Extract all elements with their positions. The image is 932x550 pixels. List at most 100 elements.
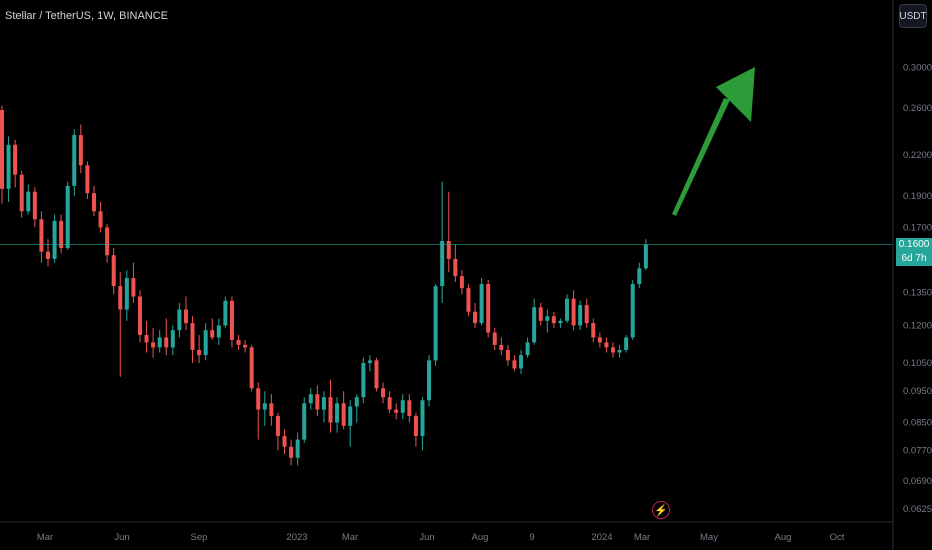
candle <box>637 262 642 289</box>
candle <box>256 382 261 440</box>
price-tick-label: 0.0850 <box>903 418 932 429</box>
candle <box>630 280 635 340</box>
candle <box>604 337 609 353</box>
lightning-icon[interactable]: ⚡ <box>652 501 670 519</box>
candle-body <box>59 220 64 249</box>
price-tick-label: 0.0950 <box>903 386 932 397</box>
candle <box>584 298 589 328</box>
candle-body <box>308 394 313 404</box>
candle <box>223 296 228 328</box>
candle-body <box>256 388 261 410</box>
time-tick-label: Mar <box>342 532 358 543</box>
price-tick-label: 0.0690 <box>903 476 932 487</box>
candle <box>473 302 478 328</box>
candle <box>6 136 11 203</box>
currency-button[interactable]: USDT <box>899 4 927 28</box>
time-axis[interactable]: Mar Jun Sep 2023 Mar Jun Aug 9 2024 Mar May Aug Oct <box>37 532 845 543</box>
price-tick-label: 0.1700 <box>903 222 932 233</box>
candle-body <box>466 288 471 312</box>
candle-body <box>538 307 543 321</box>
candle <box>492 327 497 350</box>
candle-body <box>124 278 129 310</box>
candle <box>85 161 90 200</box>
price-axis[interactable]: 0.30000.26000.22000.19000.17000.15000.13… <box>903 63 932 516</box>
candle <box>308 388 313 410</box>
candle-body <box>203 330 208 356</box>
candle <box>315 385 320 416</box>
candle <box>597 332 602 348</box>
candle-body <box>611 347 616 353</box>
candle <box>512 355 517 372</box>
candle-body <box>413 415 418 437</box>
candle-body <box>197 349 202 356</box>
candles-group <box>0 105 648 466</box>
candle-body <box>65 185 70 249</box>
candle-body <box>584 305 589 324</box>
candle <box>131 262 136 303</box>
candle <box>321 391 326 423</box>
candle-body <box>361 363 366 398</box>
candle-body <box>624 337 629 350</box>
candle <box>229 296 234 348</box>
candle-body <box>137 296 142 336</box>
candle <box>295 432 300 466</box>
current-price-label: 0.1600 6d 7h <box>896 238 932 267</box>
candle-body <box>532 307 537 343</box>
bar-countdown: 6d 7h <box>901 253 927 265</box>
candle <box>565 294 570 324</box>
candle-body <box>216 325 221 338</box>
candle-body <box>52 220 57 259</box>
candle-body <box>374 360 379 389</box>
candle <box>302 397 307 444</box>
candle <box>105 224 110 263</box>
candle <box>335 397 340 433</box>
candle-body <box>243 344 248 348</box>
candle-body <box>427 360 432 401</box>
candle <box>354 394 359 423</box>
candle-body <box>459 276 464 289</box>
candle <box>400 394 405 420</box>
candle-body <box>348 406 353 426</box>
candle <box>65 181 70 250</box>
candle-body <box>85 165 90 194</box>
time-tick-label: Mar <box>634 532 650 543</box>
candle <box>551 311 556 328</box>
candle <box>466 284 471 317</box>
candle-body <box>551 316 556 324</box>
candle-body <box>367 360 372 364</box>
candle <box>558 318 563 328</box>
candle-body <box>164 337 169 348</box>
symbol-header: Stellar / TetherUS, 1W, BINANCE <box>5 10 169 22</box>
candle-body <box>591 323 596 338</box>
candle-body <box>525 342 530 356</box>
candle <box>624 335 629 353</box>
time-tick-label: 2023 <box>286 532 307 543</box>
candle-body <box>151 342 156 348</box>
candle <box>427 355 432 407</box>
candle <box>249 344 254 392</box>
candle-body <box>282 436 287 447</box>
candle-body <box>91 193 96 212</box>
candle-body <box>499 344 504 350</box>
candle-body <box>387 397 392 410</box>
candle-body <box>177 309 182 331</box>
candle <box>72 129 77 197</box>
candle <box>137 290 142 343</box>
candle-body <box>479 284 484 324</box>
candle <box>144 320 149 353</box>
candle-body <box>229 300 234 340</box>
candle <box>453 244 458 283</box>
candle-body <box>210 330 215 338</box>
candle <box>26 184 31 215</box>
candle <box>341 391 346 430</box>
candle-body <box>13 144 18 175</box>
candle <box>197 335 202 364</box>
candle <box>0 105 4 204</box>
price-tick-label: 0.3000 <box>903 63 932 74</box>
candle <box>519 349 524 374</box>
candle <box>591 318 596 343</box>
candle <box>262 391 267 426</box>
candle-body <box>190 323 195 350</box>
candle <box>177 302 182 338</box>
